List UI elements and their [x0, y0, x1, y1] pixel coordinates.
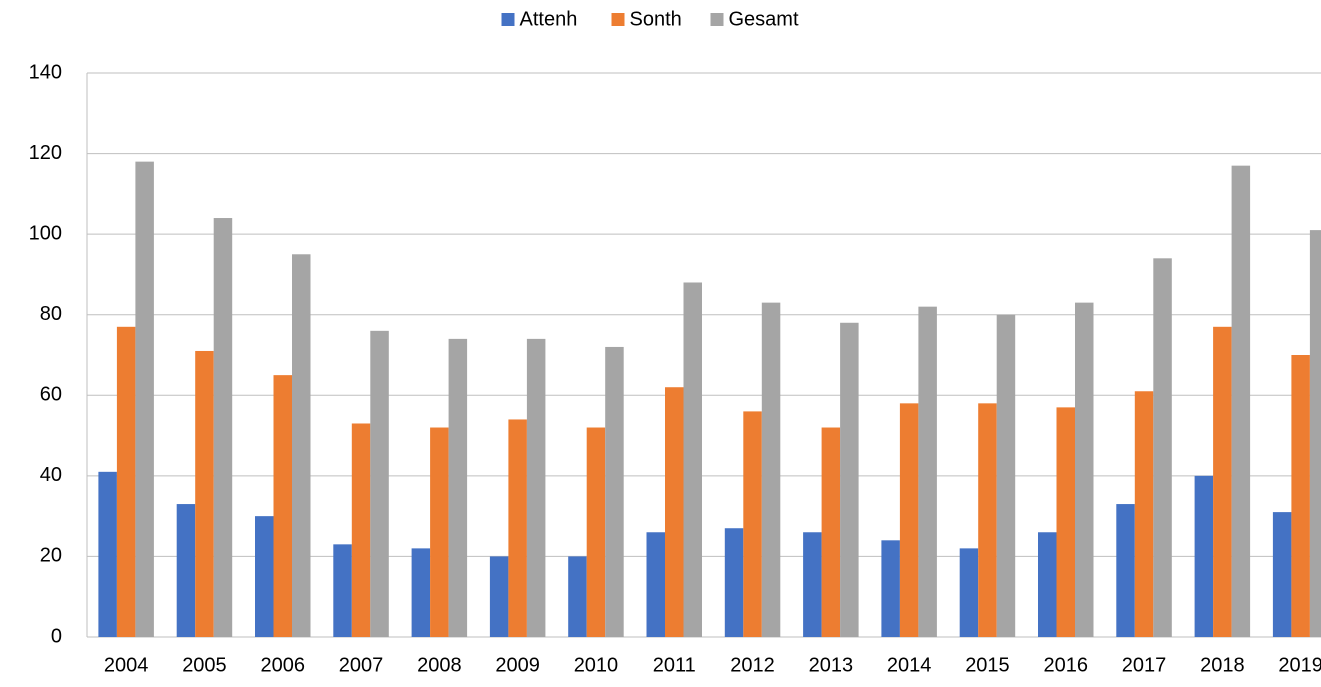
x-tick-label: 2016	[1044, 654, 1089, 676]
x-tick-label: 2009	[495, 654, 540, 676]
x-tick-label: 2008	[417, 654, 462, 676]
bar	[899, 403, 919, 637]
bar	[840, 322, 859, 637]
bar	[448, 338, 468, 637]
bar	[761, 302, 781, 637]
bar	[195, 350, 214, 637]
x-tick-label: 2018	[1200, 654, 1245, 676]
x-tick-label: 2007	[339, 654, 384, 676]
y-tick-label: 80	[40, 303, 62, 325]
x-tick-label: 2015	[965, 654, 1010, 676]
bar	[273, 375, 292, 637]
bar	[1116, 504, 1135, 637]
bar	[292, 254, 311, 638]
bar	[333, 544, 352, 637]
legend-swatch	[710, 13, 724, 26]
bar	[1272, 512, 1292, 637]
bar	[370, 330, 389, 637]
x-tick-label: 2013	[809, 654, 854, 676]
bar	[1134, 391, 1154, 637]
legend-label: Attenh	[520, 8, 578, 30]
legend-label: Sonth	[630, 8, 682, 30]
y-tick-label: 20	[40, 545, 62, 567]
bar	[1194, 475, 1214, 637]
bar	[918, 306, 937, 637]
bar	[881, 540, 900, 637]
bar	[489, 556, 509, 637]
legend-swatch	[501, 13, 515, 26]
bar	[978, 403, 997, 637]
bar	[646, 532, 665, 637]
x-tick-label: 2017	[1122, 654, 1167, 676]
bar	[255, 516, 274, 637]
bar	[665, 387, 684, 637]
bar	[411, 548, 431, 637]
bar	[351, 423, 371, 637]
bar	[605, 346, 624, 637]
bar	[996, 314, 1016, 637]
bar	[1153, 258, 1172, 637]
x-tick-label: 2014	[887, 654, 932, 676]
bar	[1038, 532, 1057, 637]
bar	[1291, 355, 1310, 637]
bar	[821, 427, 841, 637]
legend-swatch	[611, 13, 625, 26]
bar	[1075, 302, 1094, 637]
x-tick-label: 2005	[182, 654, 227, 676]
x-tick-label: 2004	[104, 654, 149, 676]
bar	[803, 532, 822, 637]
bar	[1231, 165, 1251, 637]
bar	[116, 326, 136, 637]
y-tick-label: 60	[40, 384, 62, 406]
bar	[176, 504, 196, 637]
bar	[1309, 230, 1321, 637]
bar	[586, 427, 606, 637]
x-tick-label: 2006	[261, 654, 306, 676]
bar	[959, 548, 979, 637]
x-tick-label: 2010	[574, 654, 619, 676]
bar	[135, 161, 154, 637]
bar	[1213, 326, 1232, 637]
bar	[568, 556, 587, 637]
y-tick-label: 140	[29, 61, 62, 83]
bar	[526, 338, 546, 637]
bar	[743, 411, 762, 637]
y-tick-label: 100	[29, 222, 62, 244]
bar	[508, 419, 527, 637]
bar	[213, 218, 233, 637]
x-tick-label: 2012	[730, 654, 775, 676]
bar	[98, 471, 117, 637]
y-tick-label: 40	[40, 464, 62, 486]
y-tick-label: 0	[51, 625, 62, 647]
bar	[724, 528, 744, 637]
bar	[430, 427, 449, 637]
bar	[1056, 407, 1075, 637]
bar	[683, 282, 702, 637]
x-tick-label: 2019	[1278, 654, 1321, 676]
x-tick-label: 2011	[653, 654, 696, 676]
y-tick-label: 120	[29, 142, 62, 164]
legend-label: Gesamt	[729, 8, 799, 30]
